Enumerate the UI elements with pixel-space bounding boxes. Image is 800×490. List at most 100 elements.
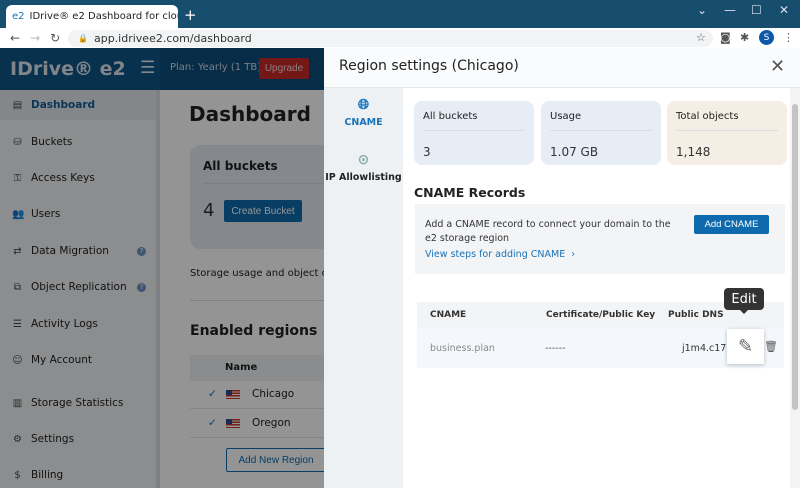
nav-cname[interactable]: 🌐︎ CNAME [324, 97, 403, 128]
regions-table-header [190, 355, 324, 381]
enabled-regions-title: Enabled regions [190, 323, 318, 339]
bucket-count: 4 [203, 200, 215, 221]
column-header: Public DNS [668, 310, 724, 320]
add-cname-button[interactable]: Add CNAME [694, 215, 769, 234]
reload-icon[interactable]: ↻ [50, 31, 61, 45]
stat-card: Total objects 1,148 [667, 101, 787, 165]
sidebar-icon: ☺ [12, 354, 23, 366]
help-icon[interactable]: ? [137, 246, 146, 256]
create-bucket-button[interactable]: Create Bucket [224, 200, 302, 222]
stat-value: 1.07 GB [550, 145, 599, 159]
extensions-icon[interactable]: ✱ [740, 31, 750, 44]
help-icon[interactable]: ? [137, 282, 146, 292]
stat-card: Usage 1.07 GB [541, 101, 661, 165]
nav-label: IP Allowlisting [325, 172, 402, 183]
url-text: app.idrivee2.com/dashboard [93, 32, 252, 45]
all-buckets-title: All buckets [203, 159, 278, 173]
nav-ip-allowlisting[interactable]: ⊙ IP Allowlisting [324, 152, 403, 183]
sidebar-item-object-replication[interactable]: ⧉ Object Replication? [0, 272, 156, 302]
divider [203, 183, 323, 184]
edit-pencil-icon[interactable]: ✎ [727, 329, 764, 364]
region-name: Chicago [252, 388, 295, 400]
us-flag-icon [226, 418, 240, 428]
sidebar-icon: ▤ [12, 99, 23, 111]
forward-icon[interactable]: → [30, 31, 41, 45]
close-window-icon[interactable]: ✕ [779, 3, 790, 17]
sidebar-icon: ⚿ [13, 172, 22, 184]
plan-label: Plan: Yearly (1 TB) [170, 62, 262, 73]
scrollbar-thumb[interactable] [792, 104, 798, 410]
region-row[interactable]: ✓ Chicago [190, 380, 324, 409]
stat-value: 1,148 [676, 145, 711, 159]
cell-cert: ------ [545, 343, 566, 354]
sidebar-item-my-account[interactable]: ☺ My Account [0, 345, 156, 375]
logo: IDrive® e2 [10, 58, 126, 80]
sidebar-icon: ⚙ [13, 433, 22, 445]
sidebar-icon: 👥 [12, 208, 25, 220]
cell-dns: j1m4.c17.e2 [682, 343, 742, 354]
name-header: Name [225, 362, 258, 373]
close-panel-icon[interactable]: ✕ [770, 56, 786, 76]
column-header: CNAME [430, 310, 467, 320]
minimize-icon[interactable]: — [724, 3, 736, 17]
page-title: Dashboard [189, 102, 311, 126]
table-row [417, 328, 784, 368]
favicon: e2 [12, 11, 25, 22]
stat-card: All buckets 3 [414, 101, 534, 165]
sidebar-item-label: Object Replication [31, 281, 127, 293]
sidebar-item-activity-logs[interactable]: ☰ Activity Logs [0, 309, 156, 339]
sidebar-item-label: Billing [31, 469, 64, 481]
sidebar-item-dashboard[interactable]: ▤ Dashboard [0, 90, 156, 120]
menu-icon[interactable]: ⋮ [783, 31, 794, 44]
trash-icon[interactable]: 🗑︎ [764, 341, 778, 353]
sidebar-item-label: Activity Logs [31, 318, 98, 330]
cname-records-title: CNAME Records [414, 185, 526, 200]
sidebar-item-label: My Account [31, 354, 93, 366]
chevron-right-icon: › [568, 249, 576, 260]
cell-cname: business.plan [430, 343, 495, 354]
add-new-region-button[interactable]: Add New Region [226, 448, 326, 472]
sidebar-item-users[interactable]: 👥 Users [0, 199, 156, 229]
upgrade-button[interactable]: Upgrade [259, 58, 309, 79]
sidebar-item-label: Access Keys [31, 172, 95, 184]
new-tab-icon[interactable]: + [184, 6, 197, 24]
sidebar-item-label: Storage Statistics [31, 397, 124, 409]
camera-icon[interactable]: ◙ [720, 31, 731, 44]
nav-label: CNAME [344, 117, 383, 128]
stat-label: Usage [550, 111, 652, 131]
region-row[interactable]: ✓ Oregon [190, 409, 324, 438]
us-flag-icon [226, 389, 240, 399]
bookmark-star-icon[interactable]: ☆ [696, 31, 706, 44]
maximize-icon[interactable]: ☐ [751, 3, 762, 17]
sidebar-item-label: Settings [31, 433, 75, 445]
sidebar-item-buckets[interactable]: ⛁ Buckets [0, 127, 156, 157]
sidebar-item-label: Data Migration [31, 245, 109, 257]
sidebar-icon: ⇄ [13, 245, 22, 257]
sidebar-icon: ▥ [12, 397, 23, 409]
sidebar-item-label: Users [31, 208, 61, 220]
check-icon: ✓ [208, 388, 217, 400]
sidebar-item-data-migration[interactable]: ⇄ Data Migration? [0, 236, 156, 266]
back-icon[interactable]: ← [10, 31, 21, 45]
hamburger-icon[interactable]: ☰ [140, 58, 156, 78]
panel-nav [324, 88, 403, 488]
sidebar [0, 90, 160, 488]
sidebar-item-storage-statistics[interactable]: ▥ Storage Statistics [0, 388, 156, 418]
divider [190, 300, 324, 301]
url-input[interactable]: 🔒 app.idrivee2.com/dashboard [68, 30, 713, 47]
tab-search-icon[interactable]: ⌄ [697, 3, 708, 17]
panel-title: Region settings (Chicago) [339, 58, 519, 74]
globe-icon: 🌐︎ [357, 97, 370, 113]
profile-avatar[interactable]: S [759, 30, 774, 45]
view-steps-link[interactable]: View steps for adding CNAME › [425, 249, 575, 260]
check-icon: ✓ [208, 417, 217, 429]
sidebar-item-access-keys[interactable]: ⚿ Access Keys [0, 163, 156, 193]
sidebar-item-settings[interactable]: ⚙ Settings [0, 424, 156, 454]
column-header: Certificate/Public Key [546, 310, 656, 320]
stat-label: All buckets [423, 111, 525, 131]
sidebar-item-billing[interactable]: $ Billing [0, 460, 156, 490]
modal-backdrop[interactable] [0, 48, 324, 488]
location-pin-icon: ⊙ [357, 152, 370, 168]
panel-header [324, 48, 800, 88]
